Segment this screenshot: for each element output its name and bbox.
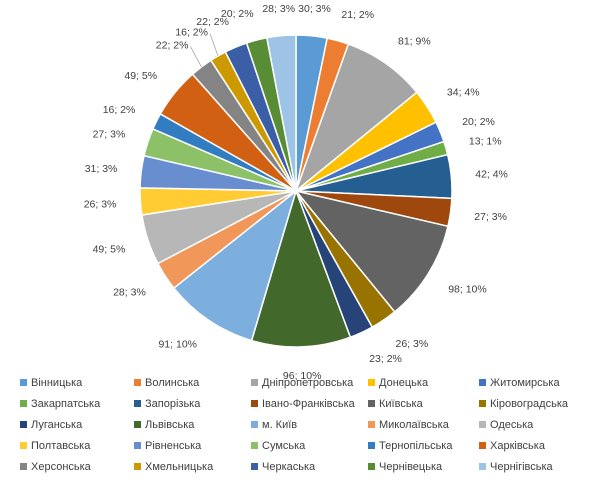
legend-swatch-2 bbox=[134, 379, 141, 386]
slice-25 bbox=[265, 34, 297, 192]
legend-swatch-19 bbox=[368, 442, 375, 449]
legend-label-4: Донецька bbox=[379, 377, 429, 389]
leader-line-22 bbox=[209, 33, 219, 57]
data-label-11: 23; 2% bbox=[369, 353, 402, 365]
legend-swatch-7 bbox=[134, 400, 141, 407]
legend-label-18: Сумська bbox=[262, 440, 306, 452]
slice-12 bbox=[250, 188, 352, 348]
data-label-1: 30; 3% bbox=[298, 3, 331, 15]
legend-label-5: Житомирська bbox=[490, 377, 560, 389]
data-label-7: 42; 4% bbox=[475, 169, 508, 181]
legend-swatch-24 bbox=[368, 463, 375, 470]
legend-label-7: Запорізька bbox=[145, 398, 201, 410]
legend-label-17: Рівненська bbox=[145, 440, 202, 452]
legend-label-19: Тернопільська bbox=[379, 440, 453, 452]
legend-swatch-10 bbox=[479, 400, 486, 407]
legend-swatch-1 bbox=[20, 379, 27, 386]
legend-swatch-14 bbox=[368, 421, 375, 428]
data-label-13: 91; 10% bbox=[158, 339, 197, 351]
legend-label-2: Волинська bbox=[145, 377, 200, 389]
legend-swatch-21 bbox=[20, 463, 27, 470]
data-label-19: 16; 2% bbox=[103, 104, 136, 116]
legend-label-9: Київська bbox=[379, 398, 424, 410]
data-label-4: 34; 4% bbox=[447, 87, 480, 99]
data-label-16: 26; 3% bbox=[84, 198, 117, 210]
legend-swatch-8 bbox=[251, 400, 258, 407]
legend-label-25: Чернігівська bbox=[490, 461, 554, 473]
data-label-2: 21; 2% bbox=[341, 9, 374, 21]
legend-swatch-17 bbox=[134, 442, 141, 449]
data-label-23: 22; 2% bbox=[196, 16, 229, 28]
legend-swatch-15 bbox=[479, 421, 486, 428]
legend-swatch-16 bbox=[20, 442, 27, 449]
data-labels: 30; 3% 21; 2% 81; 9% 34; 4% 20; 2% 13; 1% 42; … bbox=[84, 3, 508, 382]
legend-swatch-3 bbox=[251, 379, 258, 386]
data-label-14: 28; 3% bbox=[113, 286, 146, 298]
legend-swatch-11 bbox=[20, 421, 27, 428]
legend-label-8: Івано-Франківська bbox=[262, 398, 356, 410]
legend-swatch-9 bbox=[368, 400, 375, 407]
legend-swatch-5 bbox=[479, 379, 486, 386]
legend-swatch-4 bbox=[368, 379, 375, 386]
slice-13 bbox=[172, 188, 298, 342]
data-label-20: 49; 5% bbox=[124, 70, 157, 82]
leader-line-21 bbox=[190, 46, 202, 68]
legend-swatch-22 bbox=[134, 463, 141, 470]
legend-label-21: Херсонська bbox=[31, 461, 92, 473]
data-label-25: 28; 3% bbox=[262, 3, 295, 15]
legend-label-14: Миколаївська bbox=[379, 419, 450, 431]
legend-label-16: Полтавська bbox=[31, 440, 91, 452]
data-label-9: 98; 10% bbox=[448, 283, 487, 295]
legend-swatch-12 bbox=[134, 421, 141, 428]
data-label-3: 81; 9% bbox=[398, 36, 431, 48]
legend-label-13: м. Київ bbox=[262, 419, 297, 431]
data-label-21: 22; 2% bbox=[156, 40, 189, 52]
legend-swatch-25 bbox=[479, 463, 486, 470]
legend-swatch-18 bbox=[251, 442, 258, 449]
legend-label-10: Кіровоградська bbox=[490, 398, 569, 410]
slice-3 bbox=[294, 43, 418, 194]
legend-swatch-20 bbox=[479, 442, 486, 449]
legend-label-6: Закарпатська bbox=[31, 398, 101, 410]
legend-swatch-13 bbox=[251, 421, 258, 428]
data-label-15: 49; 5% bbox=[93, 244, 126, 256]
legend-label-20: Харківська bbox=[490, 440, 546, 452]
legend-label-22: Хмельницька bbox=[145, 461, 214, 473]
legend-label-1: Вінницька bbox=[31, 377, 83, 389]
legend-label-23: Черкаська bbox=[262, 461, 316, 473]
data-label-18: 27; 3% bbox=[93, 128, 126, 140]
data-label-17: 31; 3% bbox=[85, 163, 118, 175]
pie-slices bbox=[139, 34, 453, 348]
legend-label-3: Дніпропетровська bbox=[262, 377, 354, 389]
legend-label-11: Луганська bbox=[31, 419, 83, 431]
legend-label-24: Чернівецька bbox=[379, 461, 443, 473]
data-label-24: 20; 2% bbox=[221, 8, 254, 20]
legend-label-15: Одеська bbox=[490, 419, 534, 431]
data-label-10: 26; 3% bbox=[396, 338, 429, 350]
data-label-8: 27; 3% bbox=[474, 211, 507, 223]
data-label-6: 13; 1% bbox=[469, 135, 502, 147]
data-label-22: 16; 2% bbox=[175, 27, 208, 39]
legend-swatch-6 bbox=[20, 400, 27, 407]
leader-lines bbox=[190, 33, 219, 68]
data-label-12: 96; 10% bbox=[283, 370, 322, 382]
legend: Вінницька Волинська Дніпропетровська Донець… bbox=[20, 377, 569, 473]
legend-swatch-23 bbox=[251, 463, 258, 470]
legend-label-12: Львівська bbox=[145, 419, 195, 431]
data-label-5: 20; 2% bbox=[462, 116, 495, 128]
slice-9 bbox=[294, 189, 449, 313]
